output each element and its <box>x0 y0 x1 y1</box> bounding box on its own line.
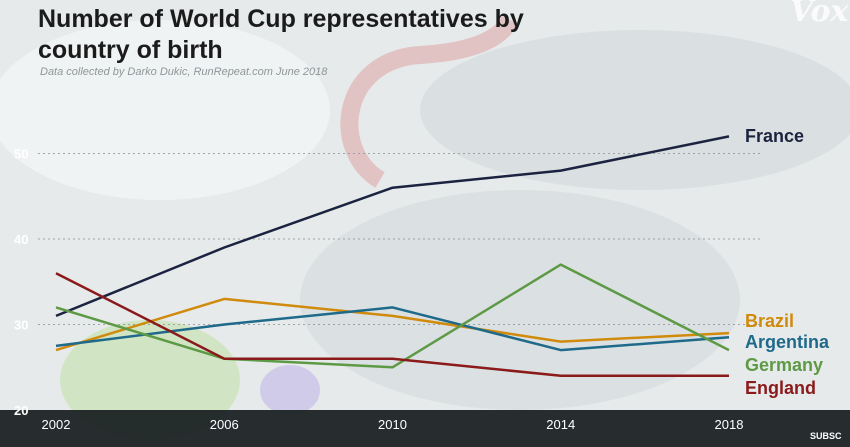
series-line-brazil <box>55 297 730 352</box>
series-line-germany <box>55 263 730 369</box>
x-tick-label: 2002 <box>42 417 71 432</box>
y-tick-label: 20 <box>14 403 28 418</box>
x-tick-label: 2006 <box>210 417 239 432</box>
y-tick-label: 50 <box>14 147 28 162</box>
x-tick-label: 2018 <box>715 417 744 432</box>
source-note: Data collected by Darko Dukic, RunRepeat… <box>40 66 328 78</box>
series-line-france <box>55 135 730 318</box>
y-tick-label: 40 <box>14 232 28 247</box>
series-line-england <box>55 272 729 378</box>
chart-title: Number of World Cup representatives by c… <box>38 5 524 64</box>
series-label-england: England <box>745 378 816 398</box>
series-label-france: France <box>745 126 804 146</box>
series-label-germany: Germany <box>745 355 823 375</box>
x-tick-label: 2010 <box>378 417 407 432</box>
y-tick-label: 30 <box>14 318 28 333</box>
x-tick-label: 2014 <box>546 417 575 432</box>
series-label-brazil: Brazil <box>745 311 794 331</box>
series-line-argentina <box>55 306 730 352</box>
series-label-argentina: Argentina <box>745 332 830 352</box>
subscribe-label: SUBSC <box>810 431 842 441</box>
brand-logo: Vox <box>790 0 849 29</box>
